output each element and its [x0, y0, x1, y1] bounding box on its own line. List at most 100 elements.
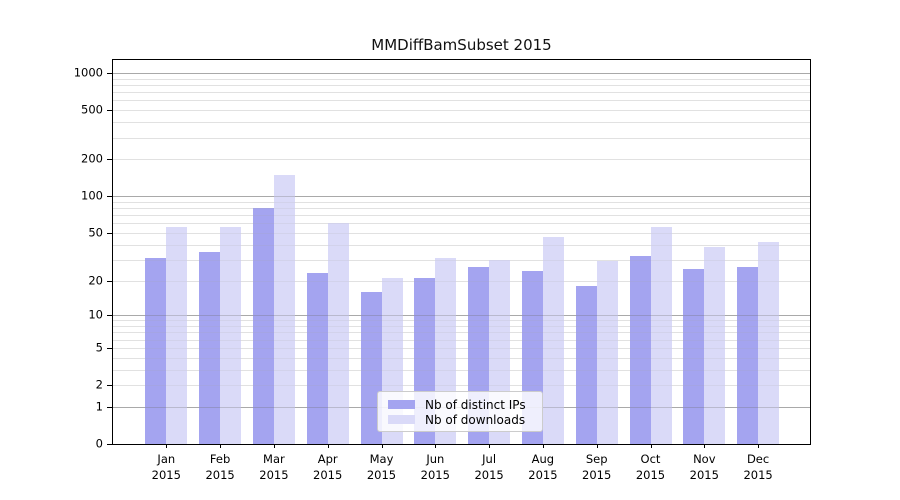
x-tick-label: Jun 2015 — [420, 452, 450, 482]
x-tick-label: Nov 2015 — [689, 452, 719, 482]
minor-gridline-overlay — [113, 244, 810, 246]
minor-gridline — [113, 369, 810, 371]
bar-downloads-apr — [327, 223, 349, 444]
minor-gridline — [113, 259, 810, 261]
x-tick-label: Apr 2015 — [313, 452, 343, 482]
gridlines-over — [113, 60, 810, 444]
minor-gridline — [113, 385, 810, 386]
x-tick-mark — [758, 444, 760, 448]
minor-gridline — [113, 347, 810, 349]
bar-downloads-mar — [273, 174, 295, 444]
bar-distinct-ips-sep — [575, 285, 597, 444]
legend: Nb of distinct IPs Nb of downloads — [377, 391, 543, 432]
x-tick-mark — [327, 444, 329, 448]
minor-gridline-overlay — [113, 78, 810, 80]
minor-gridline-overlay — [113, 137, 810, 139]
minor-gridline-overlay — [113, 208, 810, 209]
x-tick-label: Dec 2015 — [743, 452, 773, 482]
y-tick-label: 2 — [95, 377, 103, 392]
minor-gridline — [113, 332, 810, 334]
minor-gridline-overlay — [113, 280, 810, 282]
bar-downloads-feb — [220, 226, 242, 444]
bar-downloads-jan — [166, 226, 188, 444]
x-tick-label: Sep 2015 — [582, 452, 612, 482]
x-tick-label: Feb 2015 — [205, 452, 235, 482]
y-tick-label: 500 — [81, 102, 103, 117]
x-tick-mark — [273, 444, 275, 448]
y-tick-mark — [107, 232, 112, 234]
bar-distinct-ips-apr — [306, 273, 328, 444]
gridlines-under — [113, 60, 810, 444]
minor-gridline-overlay — [113, 232, 810, 234]
minor-gridline — [113, 244, 810, 246]
chart-title: MMDiffBamSubset 2015 — [371, 36, 552, 54]
major-gridline-overlay — [113, 73, 810, 74]
y-tick-label: 1 — [95, 399, 103, 414]
y-tick-mark — [107, 385, 112, 386]
y-tick-mark — [107, 347, 112, 349]
bar-downloads-nov — [704, 247, 726, 444]
minor-gridline — [113, 339, 810, 341]
minor-gridline-overlay — [113, 357, 810, 359]
minor-gridline-overlay — [113, 110, 810, 112]
minor-gridline — [113, 208, 810, 209]
minor-gridline-overlay — [113, 320, 810, 322]
bar-distinct-ips-feb — [199, 251, 221, 444]
minor-gridline — [113, 159, 810, 161]
major-gridline — [113, 315, 810, 317]
minor-gridline — [113, 78, 810, 80]
y-tick-label: 200 — [81, 151, 103, 166]
legend-label: Nb of downloads — [425, 412, 526, 427]
minor-gridline — [113, 92, 810, 94]
y-tick-label: 1000 — [73, 65, 103, 80]
y-tick-mark — [107, 406, 112, 408]
minor-gridline — [113, 122, 810, 124]
minor-gridline-overlay — [113, 369, 810, 371]
x-tick-label: May 2015 — [366, 452, 397, 482]
x-tick-mark — [704, 444, 706, 448]
legend-item-downloads: Nb of downloads — [386, 412, 534, 427]
minor-gridline-overlay — [113, 385, 810, 386]
bar-downloads-aug — [542, 237, 564, 444]
minor-gridline-overlay — [113, 159, 810, 161]
minor-gridline — [113, 215, 810, 217]
minor-gridline-overlay — [113, 332, 810, 334]
x-tick-mark — [166, 444, 168, 448]
minor-gridline-overlay — [113, 347, 810, 349]
y-tick-mark — [107, 315, 112, 317]
minor-gridline-overlay — [113, 122, 810, 124]
bar-downloads-dec — [758, 242, 780, 444]
major-gridline-overlay — [113, 315, 810, 317]
y-tick-mark — [107, 73, 112, 74]
bar-downloads-oct — [650, 226, 672, 444]
minor-gridline — [113, 110, 810, 112]
x-tick-mark — [650, 444, 652, 448]
minor-gridline-overlay — [113, 339, 810, 341]
minor-gridline-overlay — [113, 326, 810, 327]
y-tick-label: 50 — [88, 225, 103, 240]
minor-gridline-overlay — [113, 85, 810, 86]
minor-gridline-overlay — [113, 92, 810, 94]
major-gridline — [113, 196, 810, 198]
minor-gridline-overlay — [113, 100, 810, 102]
x-tick-label: Jul 2015 — [474, 452, 504, 482]
minor-gridline — [113, 280, 810, 282]
legend-label: Nb of distinct IPs — [425, 397, 526, 412]
x-tick-mark — [435, 444, 437, 448]
bar-distinct-ips-jan — [145, 257, 167, 444]
plot-area — [112, 59, 811, 445]
minor-gridline — [113, 137, 810, 139]
minor-gridline — [113, 232, 810, 234]
y-tick-label: 0 — [95, 436, 103, 451]
minor-gridline — [113, 326, 810, 327]
bar-distinct-ips-dec — [737, 267, 759, 444]
x-tick-mark — [381, 444, 383, 448]
legend-item-distinct-ips: Nb of distinct IPs — [386, 397, 534, 412]
bar-distinct-ips-mar — [252, 208, 274, 444]
minor-gridline — [113, 201, 810, 203]
y-tick-label: 100 — [81, 188, 103, 203]
x-tick-label: Mar 2015 — [259, 452, 289, 482]
x-tick-mark — [220, 444, 222, 448]
downloads-swatch-icon — [388, 415, 415, 424]
